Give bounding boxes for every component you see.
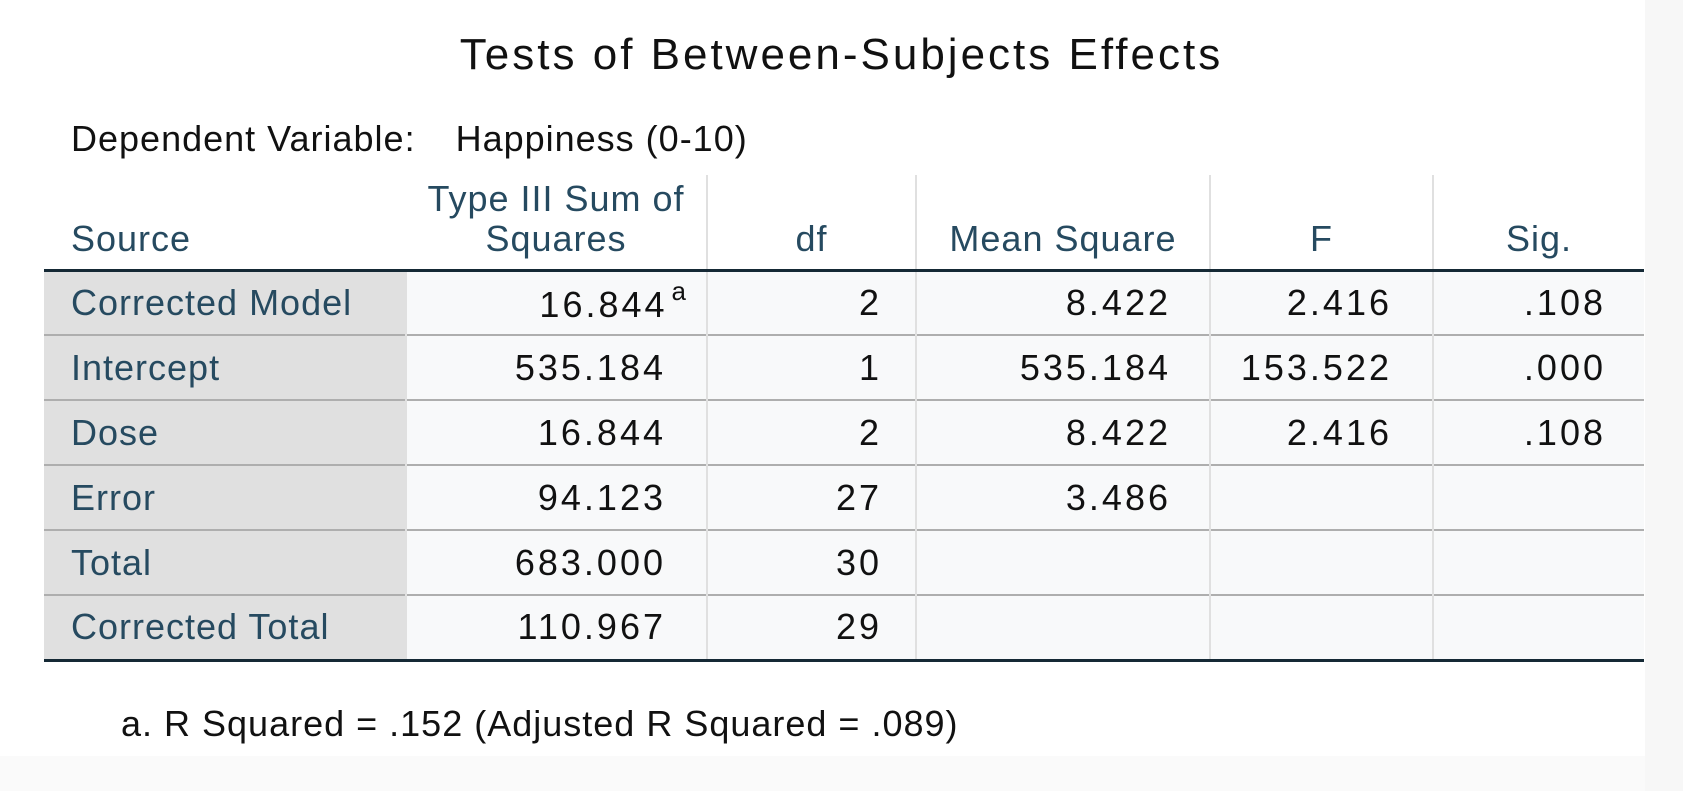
sum-of-squares-cell: 16.844 bbox=[405, 400, 707, 465]
sum-of-squares-cell: 110.967 bbox=[405, 595, 707, 660]
df-cell: 27 bbox=[706, 465, 916, 530]
table-row: Intercept 535.184 1 535.184 153.522 .000 bbox=[44, 335, 1644, 400]
footnote-marker: a bbox=[671, 275, 686, 306]
f-cell: 2.416 bbox=[1209, 400, 1433, 465]
table-row: Dose 16.844 2 8.422 2.416 .108 bbox=[44, 400, 1644, 465]
sig-cell bbox=[1432, 465, 1644, 530]
mean-square-cell: 8.422 bbox=[915, 400, 1210, 465]
column-header-sum-of-squares: Type III Sum of Squares bbox=[427, 177, 685, 259]
mean-square-cell: 8.422 bbox=[915, 270, 1210, 335]
sum-of-squares-cell: 683.000 bbox=[405, 530, 707, 595]
dependent-variable-value: Happiness (0-10) bbox=[455, 118, 748, 159]
table-row: Corrected Total 110.967 29 bbox=[44, 595, 1644, 660]
df-cell: 2 bbox=[706, 400, 916, 465]
table-row: Total 683.000 30 bbox=[44, 530, 1644, 595]
column-header-sig: Sig. bbox=[1432, 175, 1644, 270]
df-cell: 30 bbox=[706, 530, 916, 595]
row-label: Intercept bbox=[44, 335, 406, 400]
mean-square-cell: 3.486 bbox=[915, 465, 1210, 530]
f-cell bbox=[1209, 465, 1433, 530]
sum-of-squares-cell: 535.184 bbox=[405, 335, 707, 400]
header-row: Source Type III Sum of Squares df Mean S… bbox=[44, 175, 1644, 270]
row-label: Corrected Model bbox=[44, 270, 406, 335]
column-header-df: df bbox=[706, 175, 916, 270]
df-cell: 2 bbox=[706, 270, 916, 335]
column-header-f: F bbox=[1209, 175, 1433, 270]
table-row: Corrected Model 16.844 a 2 8.422 2.416 .1… bbox=[44, 270, 1644, 335]
sig-cell: .108 bbox=[1432, 400, 1644, 465]
sum-of-squares-value: 16.844 bbox=[539, 283, 668, 325]
df-cell: 1 bbox=[706, 335, 916, 400]
sum-of-squares-cell: 16.844 a bbox=[405, 270, 707, 335]
df-cell: 29 bbox=[706, 595, 916, 660]
f-cell bbox=[1209, 530, 1433, 595]
f-cell bbox=[1209, 595, 1433, 660]
sig-cell: .108 bbox=[1432, 270, 1644, 335]
sig-cell bbox=[1432, 530, 1644, 595]
row-label: Corrected Total bbox=[44, 595, 406, 660]
sig-cell: .000 bbox=[1432, 335, 1644, 400]
table-row: Error 94.123 27 3.486 bbox=[44, 465, 1644, 530]
sig-cell bbox=[1432, 595, 1644, 660]
f-cell: 2.416 bbox=[1209, 270, 1433, 335]
table-footnote: a. R Squared = .152 (Adjusted R Squared … bbox=[121, 703, 959, 744]
dependent-variable-line: Dependent Variable: Happiness (0-10) bbox=[71, 118, 748, 160]
row-label: Total bbox=[44, 530, 406, 595]
mean-square-cell bbox=[915, 595, 1210, 660]
viewer-bottom-margin bbox=[0, 756, 1645, 791]
dependent-variable-label: Dependent Variable: bbox=[71, 118, 416, 159]
f-cell: 153.522 bbox=[1209, 335, 1433, 400]
sum-of-squares-cell: 94.123 bbox=[405, 465, 707, 530]
mean-square-cell bbox=[915, 530, 1210, 595]
mean-square-cell: 535.184 bbox=[915, 335, 1210, 400]
anova-table: Source Type III Sum of Squares df Mean S… bbox=[44, 175, 1644, 662]
viewer-margin bbox=[1645, 0, 1683, 791]
row-label: Dose bbox=[44, 400, 406, 465]
table-title: Tests of Between-Subjects Effects bbox=[459, 30, 1224, 79]
column-header-mean-square: Mean Square bbox=[915, 175, 1210, 270]
column-header-source: Source bbox=[71, 217, 192, 259]
row-label: Error bbox=[44, 465, 406, 530]
